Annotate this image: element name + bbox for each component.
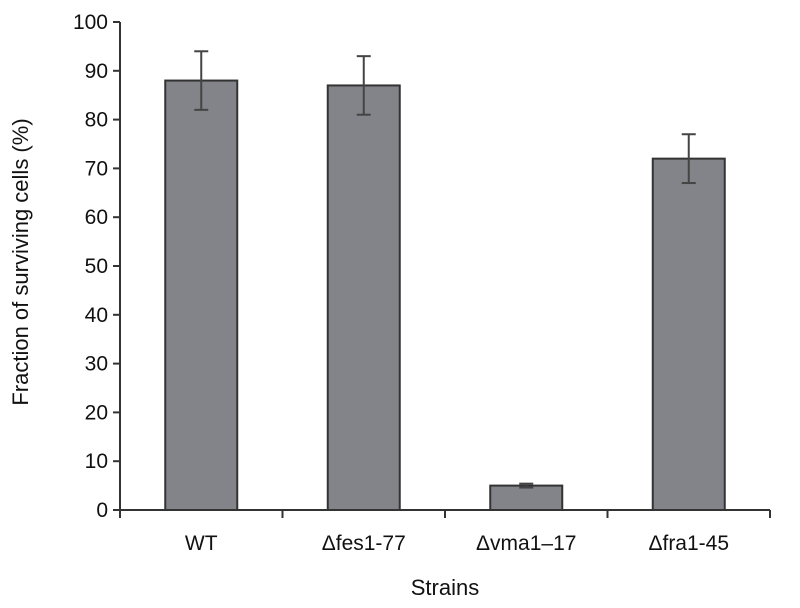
x-tick-label: WT [185,532,218,555]
y-axis-ticks: 0 10 20 30 40 50 60 70 80 90 100 [73,11,120,522]
bar-1 [326,84,401,511]
bars [164,79,726,512]
y-tick-label: 30 [85,353,108,376]
x-tick-label: Δfes1-77 [322,532,406,555]
error-bar-3 [681,133,696,185]
y-tick-label: 20 [85,401,108,424]
error-bar-0 [194,50,209,111]
x-axis-title: Strains [411,575,479,600]
bar-0 [164,79,239,511]
x-tick-label: Δvma1–17 [476,532,576,555]
y-tick-label: 60 [85,206,108,229]
error-bar-1 [356,55,371,116]
y-tick-label: 80 [85,109,108,132]
x-axis-labels: WT Δfes1-77 Δvma1–17 Δfra1-45 [185,532,729,555]
y-axis-title: Fraction of surviving cells (%) [8,118,33,405]
y-tick-label: 40 [85,304,108,327]
y-tick-label: 10 [85,450,108,473]
y-tick-label: 50 [85,255,108,278]
y-tick-label: 100 [73,11,108,34]
y-tick-label: 90 [85,60,108,83]
bar-3 [651,157,726,511]
error-bar-2 [519,482,534,489]
y-tick-label: 0 [96,499,108,522]
x-axis-ticks [119,510,771,518]
y-tick-label: 70 [85,157,108,180]
x-tick-label: Δfra1-45 [648,532,729,555]
bar-2 [489,484,564,512]
error-bars [194,50,696,489]
